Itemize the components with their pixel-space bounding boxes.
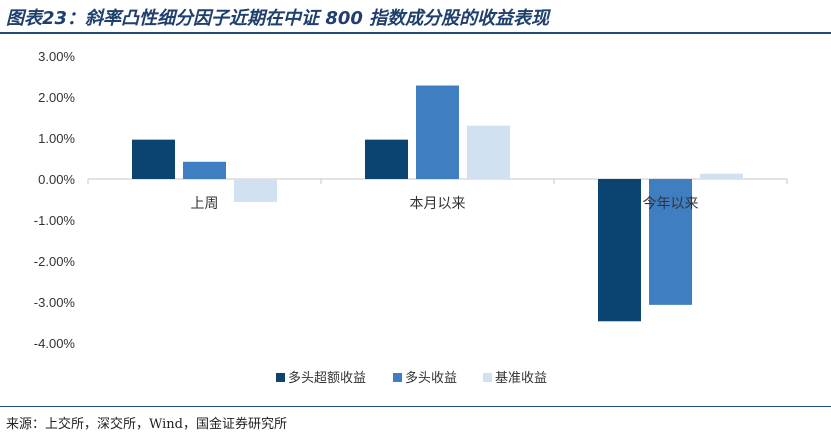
y-tick-label: -4.00% [34,336,76,351]
legend-swatch [393,373,402,382]
bar [598,179,641,322]
bar [700,173,743,179]
title-divider [0,32,831,34]
x-category-label: 今年以来 [643,196,699,212]
chart-title: 图表23：斜率凸性细分因子近期在中证 800 指数成分股的收益表现 [6,8,550,29]
bar [183,161,226,179]
y-tick-label: -2.00% [34,254,76,269]
legend-swatch [483,373,492,382]
x-category-label: 上周 [191,196,219,212]
y-tick-label: 0.00% [38,172,75,187]
x-category-label: 本月以来 [410,196,466,212]
bar [416,85,459,179]
legend-label: 基准收益 [495,371,547,386]
bar-chart: 3.00% 2.00% 1.00% 0.00% -1.00% -2.00% -3.00% -4… [34,49,788,386]
y-tick-label: 2.00% [38,90,75,105]
bars [132,85,743,322]
y-axis: 3.00% 2.00% 1.00% 0.00% -1.00% -2.00% -3.00% -4… [34,49,76,351]
legend: 多头超额收益 多头收益 基准收益 [276,370,547,386]
legend-swatch [276,373,285,382]
source-note: 来源：上交所，深交所，Wind，国金证券研究所 [6,417,287,432]
y-tick-label: -1.00% [34,213,76,228]
x-axis-ticks [87,179,788,184]
bar [467,125,510,179]
bar [234,179,277,202]
y-tick-label: -3.00% [34,295,76,310]
source-divider [0,406,831,407]
bar [132,139,175,179]
legend-label: 多头超额收益 [288,370,366,386]
bar [649,179,692,305]
legend-label: 多头收益 [405,370,457,386]
y-tick-label: 3.00% [38,49,75,64]
category-labels: 上周 本月以来 今年以来 [191,196,699,212]
y-tick-label: 1.00% [38,131,75,146]
bar [365,139,408,179]
